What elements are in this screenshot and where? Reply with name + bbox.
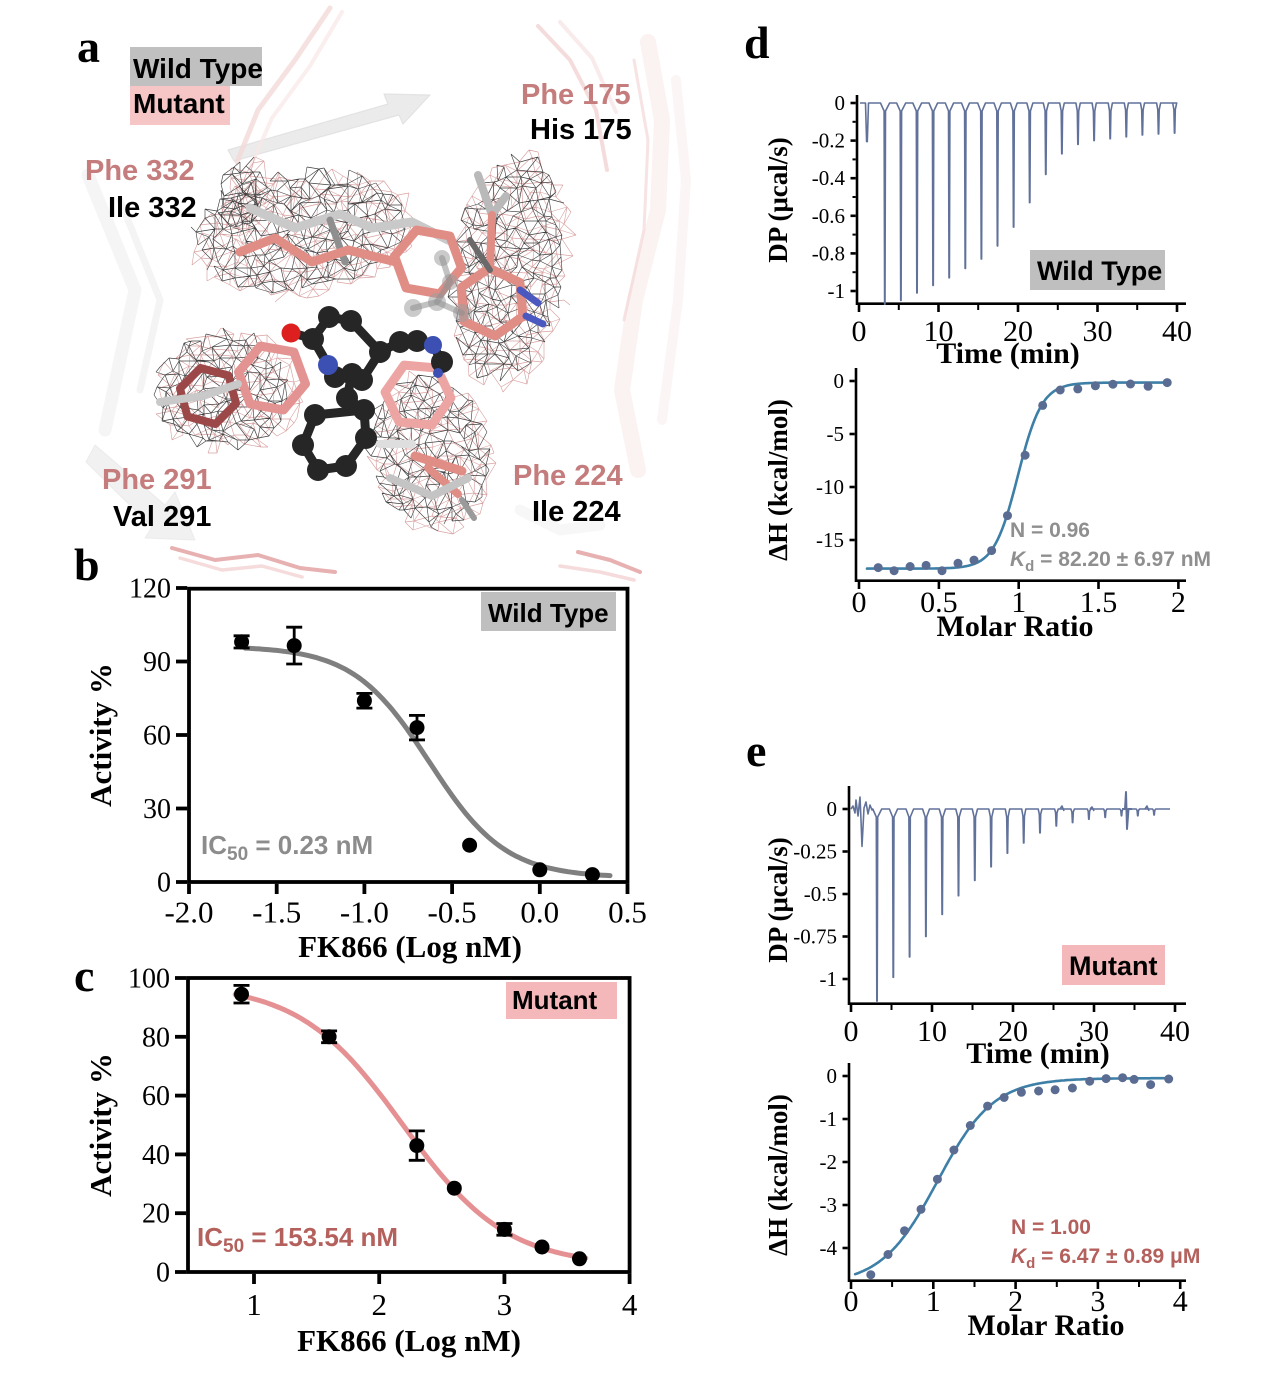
svg-text:b: b bbox=[74, 539, 100, 590]
svg-text:0: 0 bbox=[852, 586, 867, 619]
svg-text:-10: -10 bbox=[816, 475, 844, 499]
svg-text:0: 0 bbox=[156, 1258, 170, 1289]
svg-text:40: 40 bbox=[142, 1140, 170, 1171]
svg-text:c: c bbox=[74, 950, 94, 1001]
svg-text:-0.4: -0.4 bbox=[812, 166, 846, 190]
svg-text:-0.2: -0.2 bbox=[812, 129, 845, 153]
svg-text:d: d bbox=[744, 17, 770, 68]
svg-text:Phe 175: Phe 175 bbox=[521, 79, 631, 111]
svg-text:-3: -3 bbox=[820, 1193, 838, 1217]
svg-text:2: 2 bbox=[1008, 1285, 1023, 1318]
svg-text:1: 1 bbox=[246, 1287, 262, 1322]
svg-text:2: 2 bbox=[371, 1287, 387, 1322]
svg-text:10: 10 bbox=[924, 315, 954, 348]
svg-text:DP (μcal/s): DP (μcal/s) bbox=[763, 137, 793, 263]
svg-text:Ile 224: Ile 224 bbox=[532, 496, 621, 528]
svg-text:Time (min): Time (min) bbox=[936, 337, 1080, 370]
svg-text:0: 0 bbox=[827, 1064, 838, 1088]
svg-text:DP (μcal/s): DP (μcal/s) bbox=[763, 837, 793, 963]
svg-text:Kd = 6.47 ± 0.89 μM: Kd = 6.47 ± 0.89 μM bbox=[1011, 1245, 1200, 1272]
svg-text:a: a bbox=[77, 21, 100, 72]
svg-text:Wild Type: Wild Type bbox=[133, 53, 263, 84]
svg-text:-4: -4 bbox=[820, 1236, 838, 1260]
svg-text:-1.0: -1.0 bbox=[340, 895, 389, 930]
svg-text:-1: -1 bbox=[828, 279, 846, 303]
svg-text:N = 1.00: N = 1.00 bbox=[1011, 1216, 1091, 1239]
svg-text:-0.6: -0.6 bbox=[812, 204, 845, 228]
svg-text:IC50 = 0.23 nM: IC50 = 0.23 nM bbox=[201, 830, 373, 865]
svg-text:100: 100 bbox=[128, 964, 170, 995]
svg-text:-1.5: -1.5 bbox=[252, 895, 301, 930]
svg-text:e: e bbox=[746, 725, 766, 776]
svg-text:-1: -1 bbox=[820, 967, 838, 991]
svg-text:0: 0 bbox=[157, 868, 171, 899]
svg-text:-1: -1 bbox=[820, 1107, 838, 1131]
svg-text:0: 0 bbox=[852, 315, 867, 348]
svg-text:80: 80 bbox=[142, 1022, 170, 1053]
svg-text:0.5: 0.5 bbox=[608, 895, 647, 930]
svg-text:Wild Type: Wild Type bbox=[1037, 256, 1162, 286]
svg-text:-2.0: -2.0 bbox=[164, 895, 213, 930]
svg-text:1: 1 bbox=[926, 1285, 941, 1318]
svg-text:-0.5: -0.5 bbox=[804, 882, 837, 906]
svg-text:-15: -15 bbox=[816, 528, 844, 552]
svg-text:0: 0 bbox=[827, 797, 838, 821]
svg-text:Kd = 82.20 ± 6.97 nM: Kd = 82.20 ± 6.97 nM bbox=[1010, 548, 1211, 575]
svg-text:Mutant: Mutant bbox=[512, 985, 598, 1015]
svg-text:Molar Ratio: Molar Ratio bbox=[968, 1309, 1125, 1342]
svg-text:0: 0 bbox=[835, 91, 846, 115]
svg-text:N = 0.96: N = 0.96 bbox=[1010, 519, 1090, 542]
svg-text:120: 120 bbox=[129, 574, 171, 605]
svg-text:1.5: 1.5 bbox=[1080, 586, 1118, 619]
svg-text:30: 30 bbox=[143, 794, 171, 825]
svg-text:-2: -2 bbox=[820, 1150, 838, 1174]
svg-text:-0.25: -0.25 bbox=[793, 840, 837, 864]
svg-text:0: 0 bbox=[834, 369, 845, 393]
svg-text:10: 10 bbox=[917, 1015, 947, 1048]
svg-text:90: 90 bbox=[143, 647, 171, 678]
svg-text:Mutant: Mutant bbox=[133, 88, 225, 119]
svg-text:Phe 291: Phe 291 bbox=[102, 464, 212, 496]
svg-text:-5: -5 bbox=[827, 422, 845, 446]
svg-text:FK866 (Log nM): FK866 (Log nM) bbox=[298, 929, 522, 964]
svg-text:Time (min): Time (min) bbox=[966, 1037, 1110, 1070]
svg-text:0: 0 bbox=[844, 1285, 859, 1318]
svg-text:60: 60 bbox=[142, 1081, 170, 1112]
svg-text:20: 20 bbox=[142, 1199, 170, 1230]
svg-text:60: 60 bbox=[143, 721, 171, 752]
svg-text:0: 0 bbox=[844, 1015, 859, 1048]
svg-text:40: 40 bbox=[1162, 315, 1192, 348]
svg-text:4: 4 bbox=[1173, 1285, 1188, 1318]
svg-text:-0.5: -0.5 bbox=[428, 895, 477, 930]
svg-text:Val 291: Val 291 bbox=[113, 501, 211, 533]
svg-text:2: 2 bbox=[1171, 586, 1186, 619]
svg-text:1: 1 bbox=[1011, 586, 1026, 619]
svg-text:4: 4 bbox=[622, 1287, 638, 1322]
svg-text:0.5: 0.5 bbox=[920, 586, 958, 619]
svg-text:Activity %: Activity % bbox=[83, 1053, 118, 1197]
svg-text:IC50 = 153.54 nM: IC50 = 153.54 nM bbox=[197, 1222, 398, 1257]
svg-text:40: 40 bbox=[1160, 1015, 1190, 1048]
svg-text:Phe 332: Phe 332 bbox=[85, 155, 195, 187]
svg-text:Molar Ratio: Molar Ratio bbox=[937, 610, 1094, 643]
svg-text:Phe 224: Phe 224 bbox=[513, 460, 623, 492]
svg-text:20: 20 bbox=[1003, 315, 1033, 348]
svg-text:20: 20 bbox=[998, 1015, 1028, 1048]
svg-text:3: 3 bbox=[1090, 1285, 1105, 1318]
svg-text:Activity %: Activity % bbox=[83, 663, 118, 807]
svg-text:FK866 (Log nM): FK866 (Log nM) bbox=[297, 1323, 521, 1358]
svg-text:-0.8: -0.8 bbox=[812, 241, 845, 265]
svg-text:30: 30 bbox=[1079, 1015, 1109, 1048]
svg-text:His 175: His 175 bbox=[530, 114, 632, 146]
svg-text:Mutant: Mutant bbox=[1069, 951, 1157, 981]
svg-text:3: 3 bbox=[497, 1287, 513, 1322]
svg-text:-0.75: -0.75 bbox=[793, 925, 837, 949]
svg-text:ΔH (kcal/mol): ΔH (kcal/mol) bbox=[763, 1094, 793, 1256]
svg-text:30: 30 bbox=[1083, 315, 1113, 348]
svg-text:Wild Type: Wild Type bbox=[488, 598, 609, 628]
svg-text:Ile 332: Ile 332 bbox=[108, 192, 197, 224]
svg-text:ΔH (kcal/mol): ΔH (kcal/mol) bbox=[763, 399, 793, 561]
svg-text:0.0: 0.0 bbox=[520, 895, 559, 930]
